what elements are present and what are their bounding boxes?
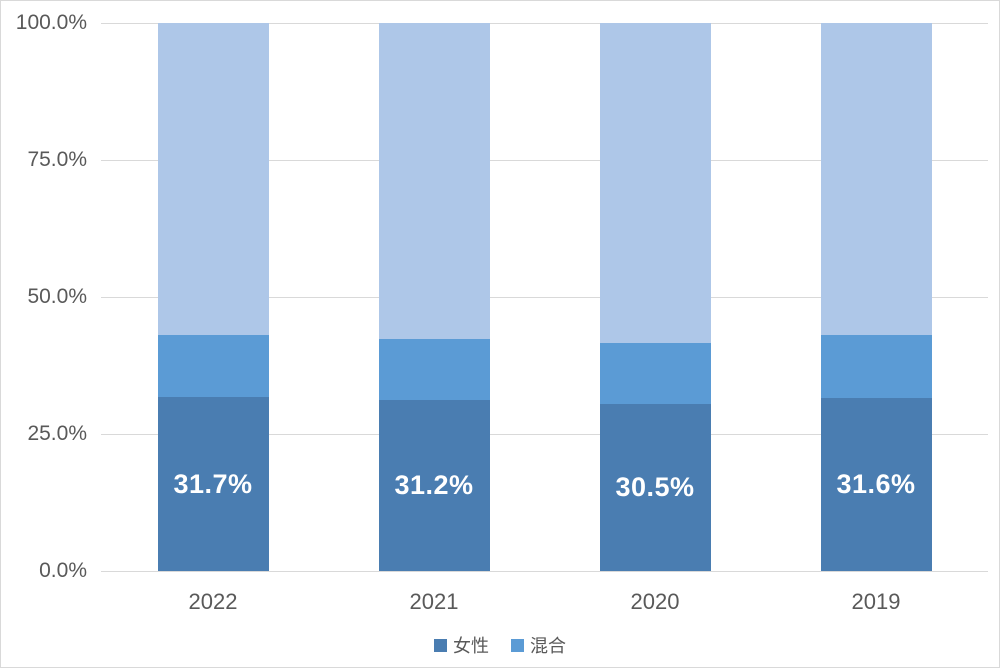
bar-segment-series-2-2022 [157,23,269,335]
bar-segment-series-0-2022: 31.7% [157,397,269,571]
legend-swatch-icon [434,638,447,652]
bar-segment-series-1-2021 [378,339,490,400]
x-category-label-2022: 2022 [188,589,238,614]
bar-segment-series-2-2019 [820,23,932,335]
legend-item-女性: 女性 [434,632,489,658]
legend-label: 混合 [530,636,566,656]
y-tick-label: 100.0% [15,11,87,34]
gridline [101,296,988,298]
bar-data-label: 31.6% [836,468,916,499]
legend-swatch-icon [511,638,524,652]
bar-segment-series-1-2019 [820,334,932,398]
bar-segment-series-1-2020 [599,343,711,404]
bar-segment-series-0-2019: 31.6% [820,397,932,571]
bar-segment-series-2-2020 [599,23,711,344]
y-tick-label: 75.0% [27,148,87,171]
gridline [101,433,988,435]
x-axis-line [101,570,988,572]
gridline [101,22,988,24]
gridline [101,159,988,161]
x-category-label-2021: 2021 [409,589,459,614]
legend: 女性 混合 [1,632,999,658]
y-tick-label: 0.0% [39,559,87,582]
x-category-label-2019: 2019 [851,589,901,614]
bar-segment-series-2-2021 [378,23,490,340]
bar-segment-series-1-2022 [157,334,269,398]
bar-data-label: 31.2% [394,470,474,500]
bar-data-label: 30.5% [615,471,695,502]
bar-segment-series-0-2020: 30.5% [599,403,711,571]
y-tick-label: 50.0% [27,285,87,308]
x-category-label-2020: 2020 [630,589,680,614]
y-tick-label: 25.0% [27,422,87,445]
legend-item-混合: 混合 [511,632,566,658]
bar-segment-series-0-2021: 31.2% [378,400,490,571]
legend-label: 女性 [453,636,489,656]
bar-data-label: 31.7% [173,468,253,499]
